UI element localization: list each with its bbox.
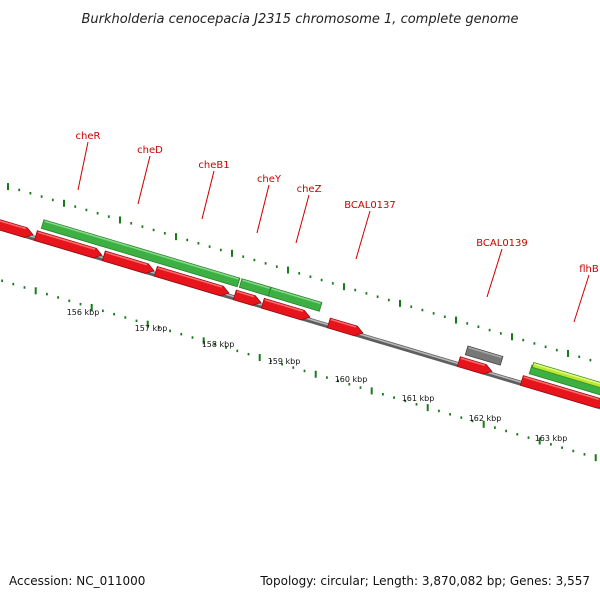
map-title: Burkholderia cenocepacia J2315 chromosom…	[81, 12, 518, 27]
gene-label-leader	[295, 194, 310, 244]
gene-label-BCAL0139: BCAL0139	[476, 238, 528, 249]
rev-gene-shine	[157, 267, 223, 288]
gene-label-cheY: cheY	[257, 174, 282, 185]
rev-gene-arrow	[326, 317, 364, 337]
gene-label-cheD: cheD	[137, 145, 163, 156]
gene-label-leader	[77, 141, 89, 191]
scale-label-layer: 156 kbp 157 kbp 158 kbp 159 kbp 160 kbp 161 k…	[67, 308, 568, 443]
rev-gene-shine	[0, 220, 27, 230]
lime-gene-shine	[534, 363, 600, 385]
gene-track	[0, 219, 600, 409]
scale-label: 158 kbp	[202, 340, 235, 349]
rev-gene-shine	[105, 251, 148, 266]
accession-text: Accession: NC_011000	[9, 574, 146, 588]
fwd-gene-arrow	[267, 286, 323, 312]
gene-label-cheB1: cheB1	[198, 160, 229, 171]
fwd-gene-shine	[242, 279, 270, 289]
rev-gene-arrow	[33, 230, 103, 259]
rev-gene-arrow	[519, 375, 600, 409]
rev-gene-shine	[523, 376, 600, 401]
grey-gene-shine	[468, 346, 502, 359]
scale-label: 163 kbp	[535, 434, 568, 443]
gene-label-BCAL0137: BCAL0137	[344, 200, 396, 211]
rev-gene-shine	[264, 299, 304, 312]
fwd-gene-shine	[44, 220, 239, 280]
gene-label-leader	[256, 184, 270, 234]
rev-gene-arrow	[260, 297, 311, 321]
scale-label: 162 kbp	[469, 414, 502, 423]
gene-label-leader	[201, 170, 215, 220]
gene-label-cheR: cheR	[76, 131, 101, 142]
fwd-gene-arrow	[528, 364, 600, 396]
rev-gene-shine	[37, 231, 96, 250]
gene-label-flhB: flhB	[579, 264, 599, 275]
rev-gene-shine	[460, 357, 486, 367]
gene-label-layer: cheR cheD cheB1 cheY cheZ BCAL0137 BCAL0139 flh…	[76, 131, 599, 323]
rev-gene-arrow	[153, 266, 230, 297]
scale-label: 157 kbp	[135, 324, 168, 333]
scale-label: 161 kbp	[402, 394, 435, 403]
gene-label-leader	[137, 155, 151, 205]
outer-tick-track	[7, 183, 592, 362]
fwd-gene-shine	[271, 288, 321, 305]
gene-label-leader	[355, 210, 371, 260]
gene-label-leader	[573, 274, 590, 323]
scale-label: 160 kbp	[335, 375, 368, 384]
rev-gene-shine	[330, 318, 357, 328]
rev-gene-arrow	[456, 356, 493, 375]
topology-text: Topology: circular; Length: 3,870,082 bp…	[260, 574, 590, 588]
inner-tick-track	[1, 279, 597, 462]
rev-gene-arrow	[232, 289, 262, 306]
gene-label-cheZ: cheZ	[297, 184, 322, 195]
rev-gene-arrow	[101, 250, 155, 274]
scale-label: 156 kbp	[67, 308, 100, 317]
scale-label: 159 kbp	[268, 357, 301, 366]
fwd-gene-arrow	[40, 219, 241, 288]
grey-gene-arrow	[464, 345, 504, 366]
gene-label-leader	[486, 248, 503, 298]
rev-gene-shine	[236, 290, 255, 298]
